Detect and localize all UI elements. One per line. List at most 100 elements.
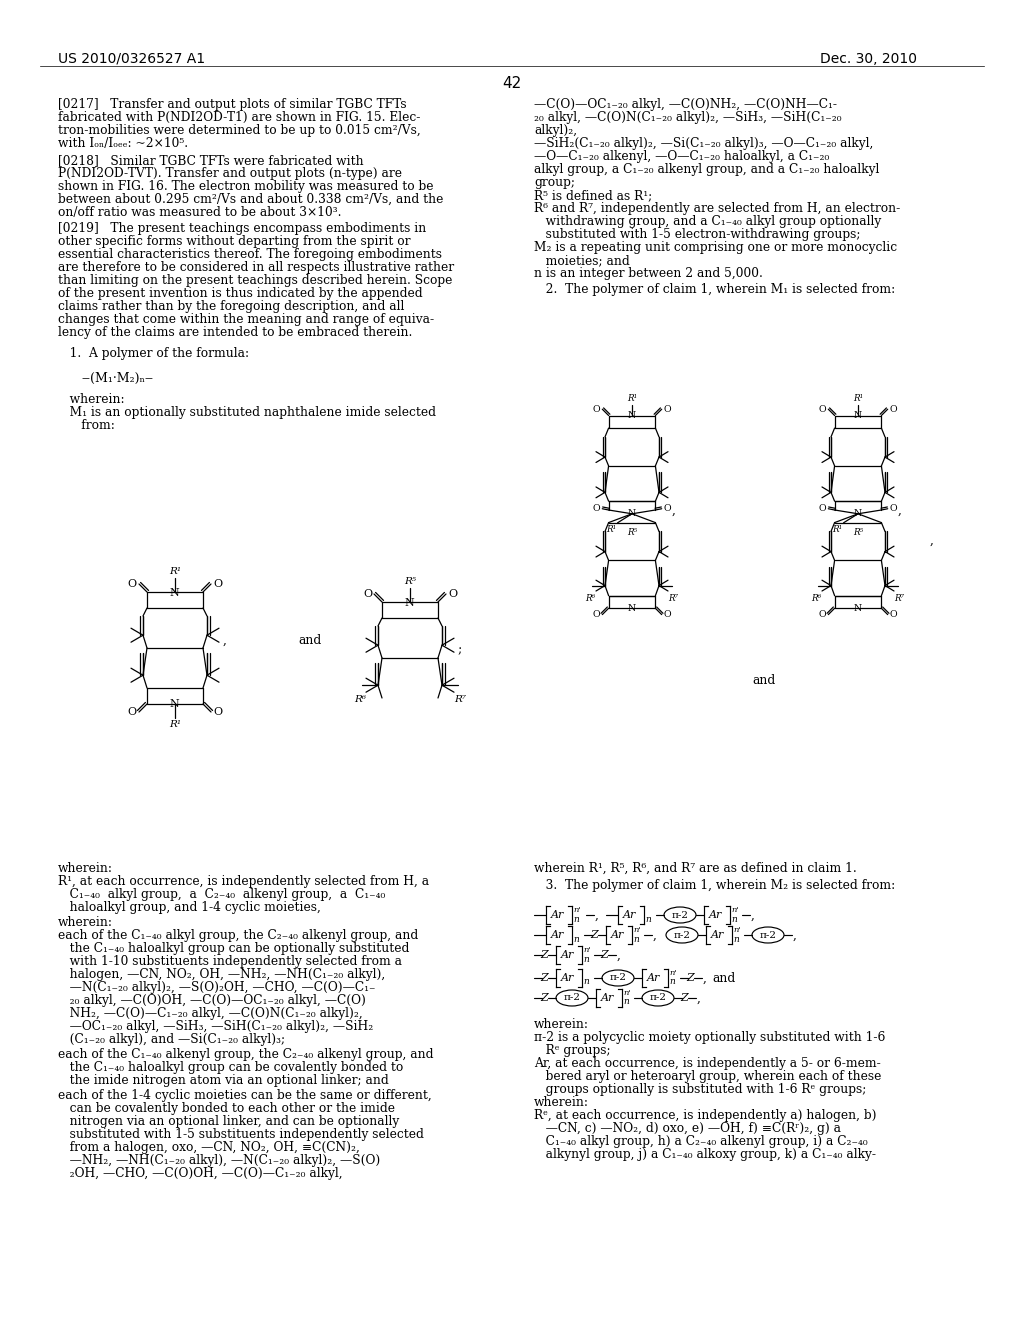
Text: alkyl)₂,: alkyl)₂, bbox=[534, 124, 578, 137]
Text: R⁶: R⁶ bbox=[354, 696, 366, 704]
Text: Z: Z bbox=[680, 993, 688, 1003]
Text: O: O bbox=[890, 405, 897, 413]
Text: M₂ is a repeating unit comprising one or more monocyclic: M₂ is a repeating unit comprising one or… bbox=[534, 242, 897, 253]
Text: ,: , bbox=[898, 503, 901, 516]
Text: O: O bbox=[890, 610, 897, 619]
Text: O: O bbox=[213, 579, 222, 589]
Text: can be covalently bonded to each other or the imide: can be covalently bonded to each other o… bbox=[58, 1102, 395, 1115]
Text: lency of the claims are intended to be embraced therein.: lency of the claims are intended to be e… bbox=[58, 326, 413, 339]
Text: Ar: Ar bbox=[647, 973, 660, 983]
Text: substituted with 1-5 electron-withdrawing groups;: substituted with 1-5 electron-withdrawin… bbox=[534, 228, 860, 242]
Text: Ar: Ar bbox=[551, 909, 564, 920]
Text: R¹: R¹ bbox=[853, 393, 863, 403]
Text: n': n' bbox=[731, 906, 738, 913]
Text: wherein:: wherein: bbox=[58, 393, 125, 407]
Text: π-2: π-2 bbox=[649, 994, 667, 1002]
Text: and: and bbox=[752, 673, 775, 686]
Text: ;: ; bbox=[458, 644, 462, 656]
Text: ,: , bbox=[223, 634, 227, 647]
Text: n: n bbox=[645, 915, 650, 924]
Text: O: O bbox=[593, 610, 600, 619]
Text: n': n' bbox=[633, 927, 641, 935]
Text: R⁵: R⁵ bbox=[404, 577, 416, 586]
Text: alkynyl group, j) a C₁₋₄₀ alkoxy group, k) a C₁₋₄₀ alky-: alkynyl group, j) a C₁₋₄₀ alkoxy group, … bbox=[534, 1148, 876, 1162]
Text: the C₁₋₄₀ haloalkyl group can be covalently bonded to: the C₁₋₄₀ haloalkyl group can be covalen… bbox=[58, 1061, 403, 1074]
Text: π-2: π-2 bbox=[672, 911, 688, 920]
Text: O: O bbox=[664, 610, 672, 619]
Text: ,: , bbox=[703, 972, 707, 985]
Text: R⁵: R⁵ bbox=[627, 528, 637, 537]
Text: R⁷: R⁷ bbox=[454, 696, 466, 704]
Text: n': n' bbox=[623, 989, 631, 997]
Text: N: N bbox=[628, 411, 636, 420]
Text: O: O bbox=[890, 504, 897, 513]
Text: 1.  A polymer of the formula:: 1. A polymer of the formula: bbox=[58, 347, 249, 360]
Text: n: n bbox=[733, 935, 738, 944]
Text: wherein:: wherein: bbox=[534, 1018, 589, 1031]
Text: groups optionally is substituted with 1-6 Rᵉ groups;: groups optionally is substituted with 1-… bbox=[534, 1082, 866, 1096]
Text: π-2 is a polycyclic moiety optionally substituted with 1-6: π-2 is a polycyclic moiety optionally su… bbox=[534, 1031, 886, 1044]
Text: each of the C₁₋₄₀ alkenyl group, the C₂₋₄₀ alkenyl group, and: each of the C₁₋₄₀ alkenyl group, the C₂₋… bbox=[58, 1048, 433, 1061]
Text: with Iₒₙ/Iₒₑₑ: ~2×10⁵.: with Iₒₙ/Iₒₑₑ: ~2×10⁵. bbox=[58, 137, 188, 150]
Text: R⁷: R⁷ bbox=[669, 594, 679, 603]
Text: wherein:: wherein: bbox=[58, 916, 113, 929]
Text: M₁ is an optionally substituted naphthalene imide selected: M₁ is an optionally substituted naphthal… bbox=[58, 407, 436, 418]
Text: fabricated with P(NDI2OD-T1) are shown in FIG. 15. Elec-: fabricated with P(NDI2OD-T1) are shown i… bbox=[58, 111, 421, 124]
Text: wherein:: wherein: bbox=[58, 862, 113, 875]
Text: π-2: π-2 bbox=[674, 931, 690, 940]
Text: O: O bbox=[449, 589, 457, 599]
Text: Rᵉ, at each occurrence, is independently a) halogen, b): Rᵉ, at each occurrence, is independently… bbox=[534, 1109, 877, 1122]
Text: changes that come within the meaning and range of equiva-: changes that come within the meaning and… bbox=[58, 313, 434, 326]
Text: nitrogen via an optional linker, and can be optionally: nitrogen via an optional linker, and can… bbox=[58, 1115, 399, 1129]
Text: n: n bbox=[669, 978, 675, 986]
Text: 2.  The polymer of claim 1, wherein M₁ is selected from:: 2. The polymer of claim 1, wherein M₁ is… bbox=[534, 282, 895, 296]
Text: (C₁₋₂₀ alkyl), and —Si(C₁₋₂₀ alkyl)₃;: (C₁₋₂₀ alkyl), and —Si(C₁₋₂₀ alkyl)₃; bbox=[58, 1034, 285, 1045]
Text: C₁₋₄₀  alkyl group,  a  C₂₋₄₀  alkenyl group,  a  C₁₋₄₀: C₁₋₄₀ alkyl group, a C₂₋₄₀ alkenyl group… bbox=[58, 888, 385, 902]
Text: Ar: Ar bbox=[561, 950, 574, 960]
Text: O: O bbox=[362, 589, 372, 599]
Text: Ar: Ar bbox=[611, 931, 625, 940]
Text: ,: , bbox=[930, 533, 934, 546]
Text: n: n bbox=[623, 998, 629, 1006]
Text: O: O bbox=[128, 579, 137, 589]
Text: N: N bbox=[628, 603, 636, 612]
Text: —O—C₁₋₂₀ alkenyl, —O—C₁₋₂₀ haloalkyl, a C₁₋₂₀: —O—C₁₋₂₀ alkenyl, —O—C₁₋₂₀ haloalkyl, a … bbox=[534, 150, 829, 162]
Text: n: n bbox=[583, 954, 589, 964]
Text: the imide nitrogen atom via an optional linker; and: the imide nitrogen atom via an optional … bbox=[58, 1074, 389, 1086]
Text: N: N bbox=[854, 510, 862, 519]
Text: shown in FIG. 16. The electron mobility was measured to be: shown in FIG. 16. The electron mobility … bbox=[58, 180, 433, 193]
Text: n is an integer between 2 and 5,000.: n is an integer between 2 and 5,000. bbox=[534, 267, 763, 280]
Text: R⁷: R⁷ bbox=[894, 594, 904, 603]
Text: ,: , bbox=[595, 908, 599, 921]
Text: and: and bbox=[298, 634, 322, 647]
Text: Ar: Ar bbox=[711, 931, 724, 940]
Text: π-2: π-2 bbox=[609, 974, 627, 982]
Text: 3.  The polymer of claim 1, wherein M₂ is selected from:: 3. The polymer of claim 1, wherein M₂ is… bbox=[534, 879, 895, 892]
Text: n': n' bbox=[573, 906, 581, 913]
Text: n': n' bbox=[583, 946, 591, 954]
Text: —N(C₁₋₂₀ alkyl)₂, —S(O)₂OH, —CHO, —C(O)—C₁₋: —N(C₁₋₂₀ alkyl)₂, —S(O)₂OH, —CHO, —C(O)—… bbox=[58, 981, 376, 994]
Text: of the present invention is thus indicated by the appended: of the present invention is thus indicat… bbox=[58, 286, 423, 300]
Text: ,: , bbox=[697, 991, 700, 1005]
Text: n: n bbox=[583, 978, 589, 986]
Text: π-2: π-2 bbox=[563, 994, 581, 1002]
Text: ,: , bbox=[672, 503, 676, 516]
Text: π-2: π-2 bbox=[760, 931, 776, 940]
Text: ,: , bbox=[793, 928, 797, 941]
Text: R⁶: R⁶ bbox=[586, 594, 596, 603]
Text: —NH₂, —NH(C₁₋₂₀ alkyl), —N(C₁₋₂₀ alkyl)₂, —S(O): —NH₂, —NH(C₁₋₂₀ alkyl), —N(C₁₋₂₀ alkyl)₂… bbox=[58, 1154, 380, 1167]
Text: from a halogen, oxo, —CN, NO₂, OH, ≡C(CN)₂,: from a halogen, oxo, —CN, NO₂, OH, ≡C(CN… bbox=[58, 1140, 359, 1154]
Text: n: n bbox=[573, 935, 579, 944]
Text: R¹, at each occurrence, is independently selected from H, a: R¹, at each occurrence, is independently… bbox=[58, 875, 429, 888]
Text: Ar: Ar bbox=[709, 909, 722, 920]
Text: NH₂, —C(O)—C₁₋₂₀ alkyl, —C(O)N(C₁₋₂₀ alkyl)₂,: NH₂, —C(O)—C₁₋₂₀ alkyl, —C(O)N(C₁₋₂₀ alk… bbox=[58, 1007, 362, 1020]
Text: between about 0.295 cm²/Vs and about 0.338 cm²/Vs, and the: between about 0.295 cm²/Vs and about 0.3… bbox=[58, 193, 443, 206]
Text: N: N bbox=[169, 587, 179, 598]
Text: substituted with 1-5 substituents independently selected: substituted with 1-5 substituents indepe… bbox=[58, 1129, 424, 1140]
Text: —OC₁₋₂₀ alkyl, —SiH₃, —SiH(C₁₋₂₀ alkyl)₂, —SiH₂: —OC₁₋₂₀ alkyl, —SiH₃, —SiH(C₁₋₂₀ alkyl)₂… bbox=[58, 1020, 374, 1034]
Text: ‒(M₁·M₂)ₙ‒: ‒(M₁·M₂)ₙ‒ bbox=[58, 372, 153, 385]
Text: Z: Z bbox=[540, 950, 548, 960]
Text: O: O bbox=[818, 610, 826, 619]
Text: R⁵: R⁵ bbox=[853, 528, 863, 537]
Text: R⁶: R⁶ bbox=[812, 594, 821, 603]
